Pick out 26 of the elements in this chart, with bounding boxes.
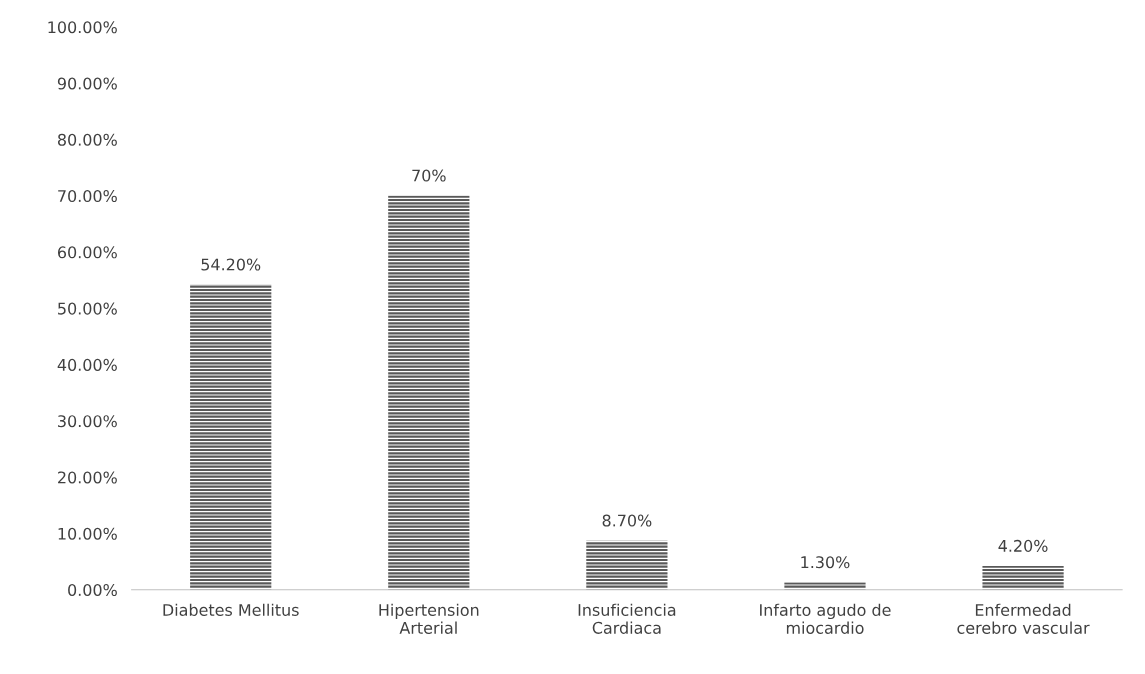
x-tick-label: Enfermedad cerebro vascular xyxy=(957,603,1090,634)
y-tick-label: 40.00% xyxy=(57,358,117,371)
x-tick-label: Infarto agudo de miocardio xyxy=(760,603,891,634)
x-tick-label: Hipertension Arterial xyxy=(379,603,479,634)
x-tick-label: Insuficiencia Cardiaca xyxy=(578,603,676,634)
y-tick-label: 90.00% xyxy=(57,77,117,90)
bar xyxy=(982,566,1064,590)
y-tick-label: 20.00% xyxy=(58,471,117,484)
data-label: 70% xyxy=(412,169,446,182)
bar xyxy=(190,284,272,590)
y-tick-label: 100.00% xyxy=(48,21,117,34)
y-tick-label: 70.00% xyxy=(58,190,117,203)
y-tick-label: 30.00% xyxy=(58,415,117,428)
data-label: 8.70% xyxy=(602,514,652,527)
bar xyxy=(388,195,470,590)
y-tick-label: 80.00% xyxy=(57,133,117,146)
bar xyxy=(586,540,668,590)
data-label: 54.20% xyxy=(201,258,261,271)
data-label: 4.20% xyxy=(998,539,1048,552)
y-tick-label: 10.00% xyxy=(58,527,117,540)
y-tick-label: 50.00% xyxy=(58,302,117,315)
y-tick-label: 60.00% xyxy=(58,246,117,259)
data-label: 1.30% xyxy=(801,556,850,569)
x-tick-label: Diabetes Mellitus xyxy=(163,603,299,616)
y-tick-label: 0.00% xyxy=(68,583,117,597)
bar xyxy=(784,582,866,590)
